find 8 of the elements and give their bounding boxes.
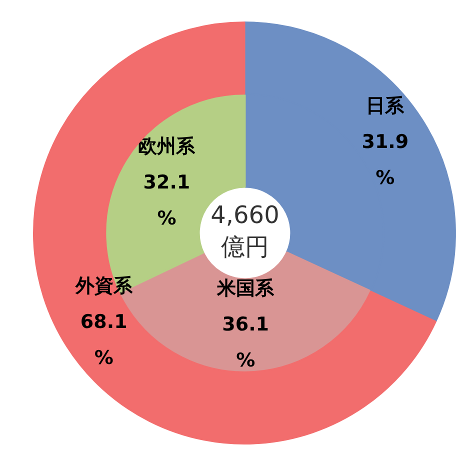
text: 4,660 億円 (210, 201, 280, 262)
data-label: 36.1% (222, 314, 270, 372)
slice-label: 米国系 (216, 278, 276, 300)
slice-label: 外資系 (74, 274, 134, 297)
data-label: 31.9% (362, 131, 409, 190)
slice-label: 日系 (366, 95, 406, 118)
data-label: 32.1% (143, 171, 190, 230)
data-label: 68.1% (80, 310, 128, 369)
